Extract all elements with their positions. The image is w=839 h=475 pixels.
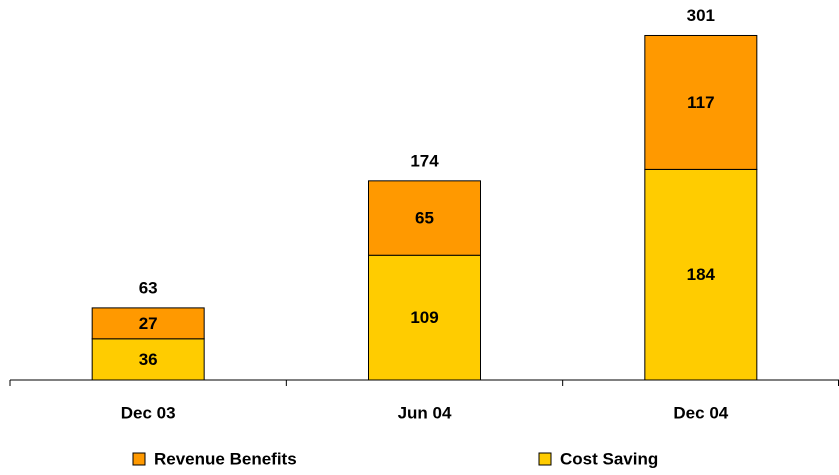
- legend-swatch: [132, 452, 146, 466]
- data-label: 36: [139, 350, 158, 369]
- total-label: 301: [687, 6, 715, 25]
- bar-segment: [368, 180, 481, 256]
- total-label: 63: [139, 278, 158, 297]
- total-label: 174: [410, 151, 439, 170]
- data-label: 65: [415, 209, 434, 228]
- data-label: 27: [139, 314, 158, 333]
- legend-swatch: [538, 452, 552, 466]
- bar-segment: [91, 307, 205, 340]
- legend-label: Cost Saving: [560, 449, 658, 468]
- bar-segment: [91, 338, 205, 381]
- x-tick-label: Dec 03: [121, 403, 176, 422]
- x-tick-label: Dec 04: [673, 403, 728, 422]
- bar-segment: [644, 34, 758, 170]
- x-tick-label: Jun 04: [398, 403, 452, 422]
- data-label: 184: [687, 265, 716, 284]
- data-label: 117: [687, 93, 714, 112]
- legend-label: Revenue Benefits: [154, 449, 297, 468]
- data-label: 109: [410, 308, 438, 327]
